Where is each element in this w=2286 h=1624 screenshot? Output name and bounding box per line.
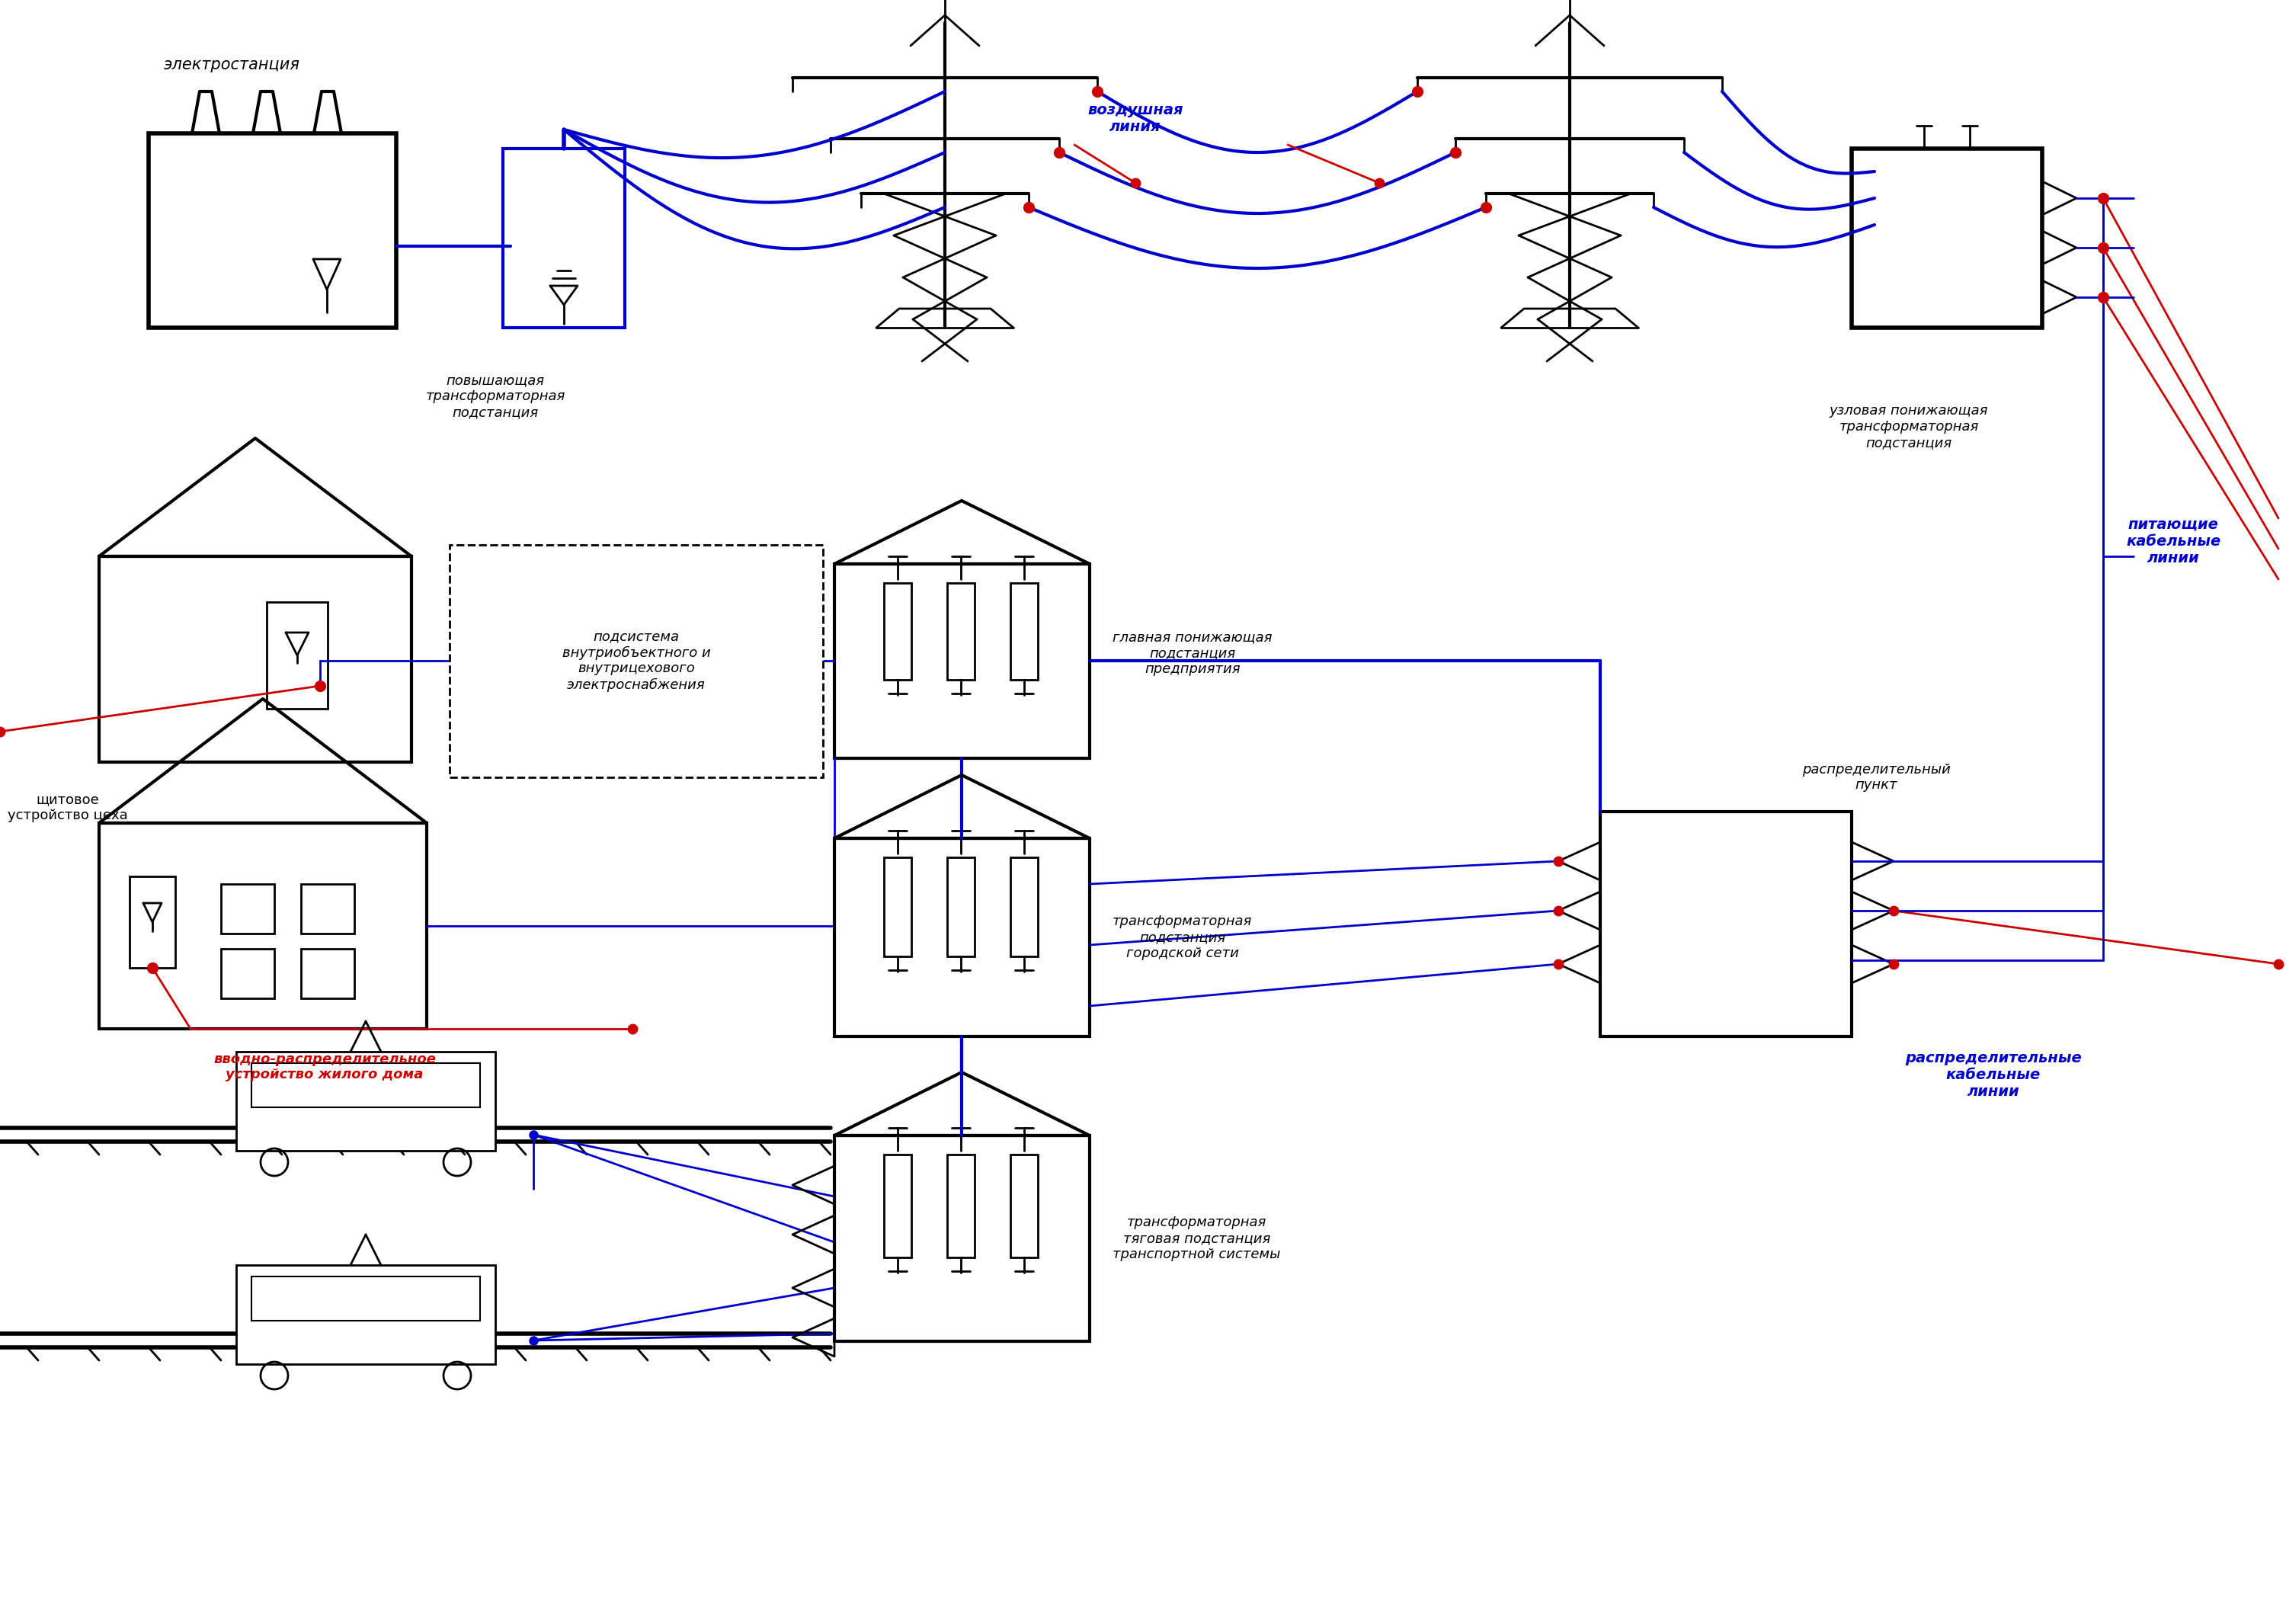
Text: главная понижающая
подстанция
предприятия: главная понижающая подстанция предприяти… (1113, 630, 1271, 676)
Text: трансформаторная
подстанция
городской сети: трансформаторная подстанция городской се… (1113, 914, 1253, 960)
Bar (251, 1064, 480, 1108)
Text: щитовое
устройство цеха: щитовое устройство цеха (7, 793, 128, 823)
Bar (130, 877, 176, 968)
Bar (222, 883, 274, 934)
Text: подсистема
внутриобъектного и
внутрицехового
электроснабжения: подсистема внутриобъектного и внутрицехо… (562, 630, 711, 692)
Bar (1600, 812, 1852, 1036)
Text: вводно-распределительное
устройство жилого дома: вводно-распределительное устройство жило… (213, 1052, 437, 1082)
Bar (98, 557, 411, 762)
Text: питающие
кабельные
линии: питающие кабельные линии (2126, 516, 2220, 565)
Bar (302, 948, 354, 999)
Bar (267, 603, 327, 708)
Bar (1010, 1155, 1038, 1257)
Bar (251, 1276, 480, 1320)
Text: узловая понижающая
трансформаторная
подстанция: узловая понижающая трансформаторная подс… (1829, 404, 1989, 450)
Text: повышающая
трансформаторная
подстанция: повышающая трансформаторная подстанция (425, 374, 565, 419)
Bar (1010, 583, 1038, 680)
Bar (946, 583, 974, 680)
Bar (235, 1265, 496, 1364)
Bar (450, 546, 823, 778)
Bar (503, 149, 624, 328)
Bar (1852, 149, 2041, 328)
Text: трансформаторная
тяговая подстанция
транспортной системы: трансформаторная тяговая подстанция тран… (1113, 1216, 1280, 1262)
Bar (834, 1135, 1090, 1341)
Bar (834, 838, 1090, 1036)
Bar (222, 948, 274, 999)
Bar (885, 1155, 912, 1257)
Bar (149, 133, 395, 328)
Text: электростанция: электростанция (165, 57, 299, 73)
Bar (946, 857, 974, 957)
Text: распределительные
кабельные
линии: распределительные кабельные линии (1904, 1051, 2083, 1098)
Bar (302, 883, 354, 934)
Bar (834, 564, 1090, 758)
Bar (885, 583, 912, 680)
Bar (98, 823, 427, 1030)
Bar (885, 857, 912, 957)
Text: воздушная
линия: воздушная линия (1088, 102, 1184, 133)
Bar (1010, 857, 1038, 957)
Text: распределительный
пункт: распределительный пункт (1801, 763, 1950, 793)
Bar (946, 1155, 974, 1257)
Bar (235, 1052, 496, 1151)
